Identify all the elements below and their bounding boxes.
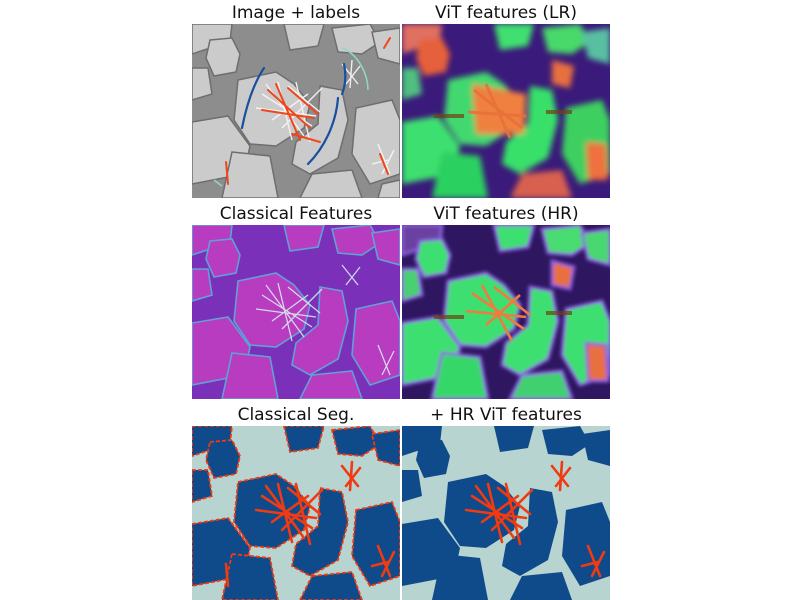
vit-hr-feature-map <box>402 225 610 399</box>
panel-title-classical-seg: Classical Seg. <box>237 405 355 425</box>
hr-vit-seg-panel <box>402 426 610 600</box>
micrograph-image <box>192 24 400 198</box>
classical-seg-panel <box>192 426 400 600</box>
classical-segmentation-map <box>192 426 400 600</box>
hr-vit-segmentation-map <box>402 426 610 600</box>
vit-lr-panel <box>402 24 610 198</box>
vit-lr-feature-map <box>402 24 610 198</box>
vit-hr-panel <box>402 225 610 399</box>
image-labels-panel <box>192 24 400 198</box>
classical-features-panel <box>192 225 400 399</box>
panel-title-hr-vit-seg: + HR ViT features <box>430 405 582 425</box>
classical-feature-map <box>192 225 400 399</box>
panel-title-vit-hr: ViT features (HR) <box>433 204 579 224</box>
panel-title-classical-features: Classical Features <box>219 204 373 224</box>
panel-title-vit-lr: ViT features (LR) <box>435 3 577 23</box>
panel-title-image-labels: Image + labels <box>231 3 361 23</box>
